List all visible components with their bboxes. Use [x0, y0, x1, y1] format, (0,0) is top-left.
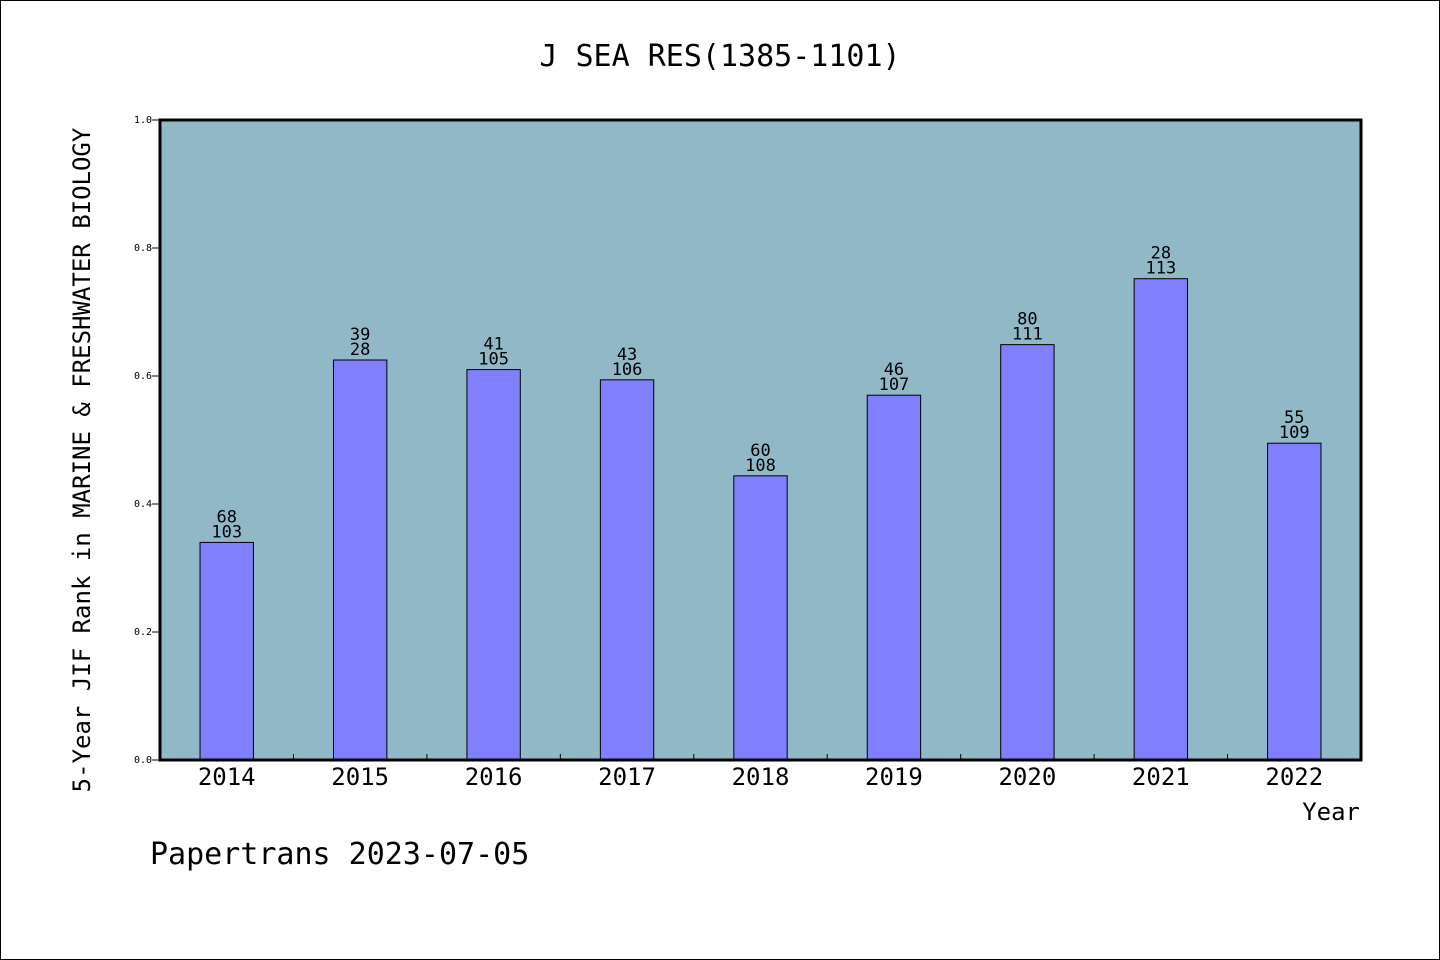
x-tick-label: 2014 — [198, 763, 256, 791]
x-tick-label: 2015 — [331, 763, 389, 791]
bar-2017 — [599, 379, 655, 761]
bar-2019 — [866, 394, 922, 761]
y-axis: 0.0 0.2 0.4 0.6 0.8 1.0 — [134, 115, 160, 766]
bar-rank-label: 60 — [750, 441, 770, 461]
bar-2020 — [1000, 344, 1055, 761]
bar-total-label: 28 — [350, 340, 370, 360]
footer-credit: Papertrans 2023-07-05 — [150, 837, 529, 872]
x-tick-label: 2021 — [1132, 763, 1190, 791]
bar-series — [199, 278, 1322, 761]
bar-2021 — [1133, 278, 1189, 761]
x-axis-label: Year — [1302, 798, 1360, 826]
y-tick-label: 0.6 — [134, 371, 152, 382]
bar-total-label: 108 — [745, 456, 776, 476]
x-tick-label: 2016 — [465, 763, 523, 791]
bar-2015 — [332, 359, 388, 761]
bar-total-label: 109 — [1279, 423, 1310, 443]
bar-total-label: 111 — [1012, 325, 1043, 345]
x-tick-label: 2018 — [732, 763, 790, 791]
bar-total-label: 107 — [879, 375, 910, 395]
x-axis: 2014 2015 2016 2017 2018 2019 2020 2021 2022 — [198, 754, 1323, 791]
bar-total-label: 105 — [478, 350, 509, 370]
chart-title: J SEA RES(1385-1101) — [539, 39, 900, 74]
y-axis-label: 5-Year JIF Rank in MARINE & FRESHWATER B… — [68, 127, 96, 792]
bar-rank-label: 46 — [884, 360, 904, 380]
bar-rank-label: 80 — [1017, 310, 1037, 330]
y-tick-label: 0.4 — [134, 499, 152, 510]
y-tick-label: 1.0 — [134, 115, 152, 126]
bar-total-label: 103 — [211, 522, 242, 542]
bar-rank-label: 39 — [350, 325, 370, 345]
bar-2016 — [466, 369, 521, 761]
plot-border — [158, 118, 1363, 762]
bar-rank-label: 41 — [483, 335, 503, 355]
x-tick-label: 2019 — [865, 763, 923, 791]
bar-2014 — [199, 541, 254, 761]
bar-rank-label: 28 — [1151, 244, 1171, 264]
bar-total-label: 106 — [612, 360, 643, 380]
y-tick-label: 0.8 — [134, 243, 152, 254]
bar-2018 — [733, 475, 788, 761]
bar-rank-label: 55 — [1284, 408, 1304, 428]
x-tick-label: 2020 — [998, 763, 1056, 791]
bar-2022 — [1267, 442, 1322, 761]
x-tick-label: 2022 — [1265, 763, 1323, 791]
y-tick-label: 0.2 — [134, 627, 152, 638]
bar-total-label: 113 — [1145, 259, 1176, 279]
y-tick-label: 0.0 — [134, 755, 152, 766]
x-tick-label: 2017 — [598, 763, 656, 791]
bar-rank-label: 43 — [617, 345, 637, 365]
bar-rank-label: 68 — [216, 507, 236, 527]
